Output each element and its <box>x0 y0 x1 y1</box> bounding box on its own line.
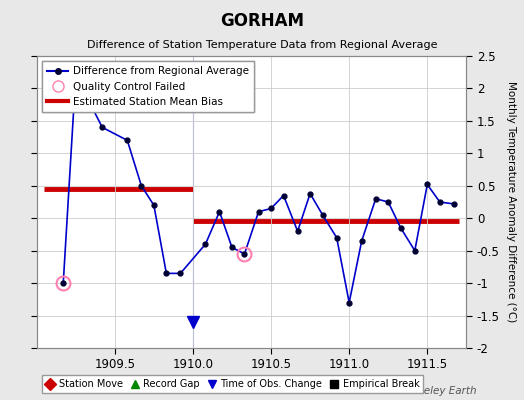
Text: GORHAM: GORHAM <box>220 12 304 30</box>
Text: Difference of Station Temperature Data from Regional Average: Difference of Station Temperature Data f… <box>87 40 437 50</box>
Legend: Difference from Regional Average, Quality Control Failed, Estimated Station Mean: Difference from Regional Average, Qualit… <box>42 61 254 112</box>
Legend: Station Move, Record Gap, Time of Obs. Change, Empirical Break: Station Move, Record Gap, Time of Obs. C… <box>41 375 423 393</box>
Text: Berkeley Earth: Berkeley Earth <box>400 386 477 396</box>
Y-axis label: Monthly Temperature Anomaly Difference (°C): Monthly Temperature Anomaly Difference (… <box>506 81 517 323</box>
